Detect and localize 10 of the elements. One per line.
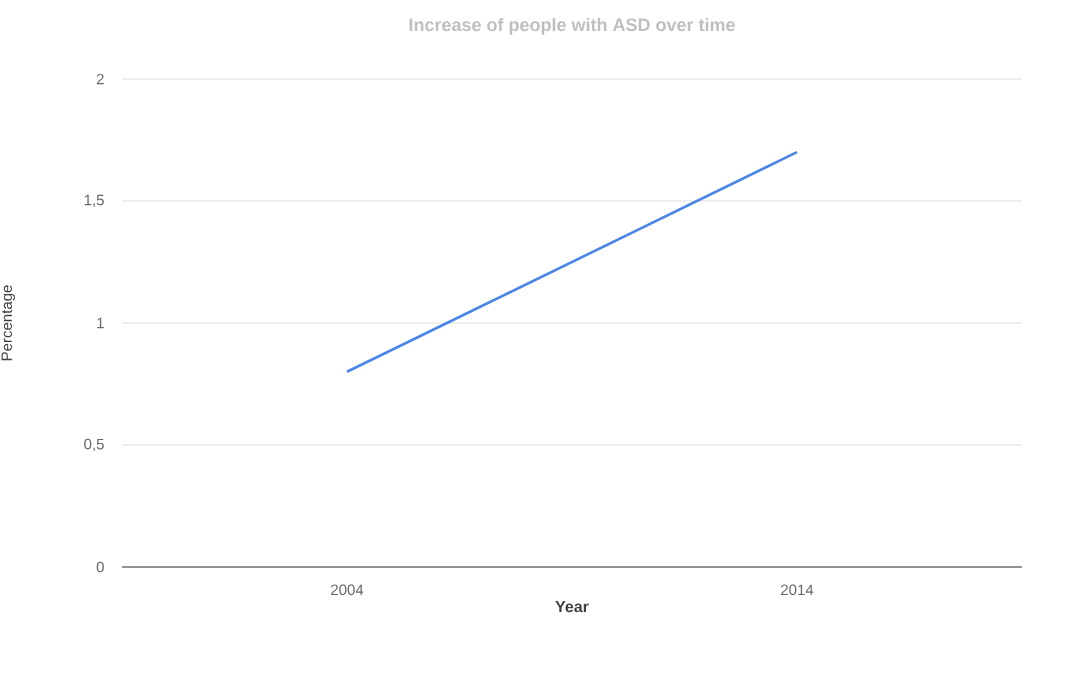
y-tick-label: 1: [97, 317, 104, 329]
y-tick-label: 2: [96, 73, 104, 85]
chart-title: Increase of people with ASD over time: [409, 17, 735, 35]
x-tick-label: 2014: [781, 584, 814, 596]
y-tick-label: 0,5: [84, 438, 104, 452]
x-tick-label: 2004: [331, 584, 364, 596]
y-tick-label: 0: [96, 561, 104, 573]
x-axis-title: Year: [555, 601, 589, 613]
y-axis-title: Percentage: [1, 285, 15, 361]
y-tick-label: 1,5: [84, 194, 104, 208]
